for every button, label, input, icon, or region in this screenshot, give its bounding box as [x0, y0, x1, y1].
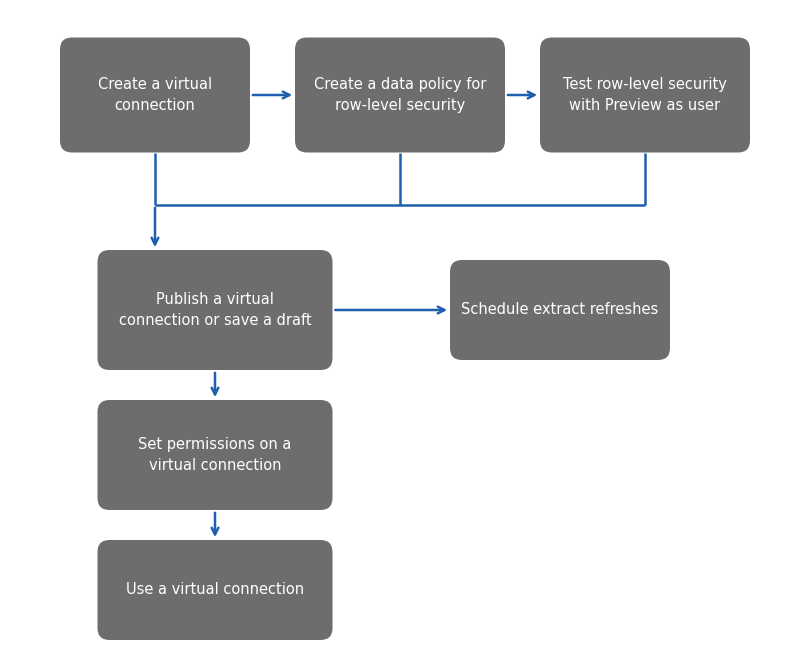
- Text: Create a virtual
connection: Create a virtual connection: [98, 77, 212, 113]
- Text: Publish a virtual
connection or save a draft: Publish a virtual connection or save a d…: [118, 292, 311, 328]
- Text: Set permissions on a
virtual connection: Set permissions on a virtual connection: [138, 437, 292, 472]
- FancyBboxPatch shape: [295, 38, 505, 152]
- FancyBboxPatch shape: [98, 540, 333, 640]
- Text: Use a virtual connection: Use a virtual connection: [126, 583, 304, 597]
- FancyBboxPatch shape: [540, 38, 750, 152]
- FancyBboxPatch shape: [98, 250, 333, 370]
- FancyBboxPatch shape: [450, 260, 670, 360]
- Text: Schedule extract refreshes: Schedule extract refreshes: [462, 303, 658, 318]
- Text: Test row-level security
with Preview as user: Test row-level security with Preview as …: [563, 77, 727, 113]
- Text: Create a data policy for
row-level security: Create a data policy for row-level secur…: [314, 77, 486, 113]
- FancyBboxPatch shape: [98, 400, 333, 510]
- FancyBboxPatch shape: [60, 38, 250, 152]
